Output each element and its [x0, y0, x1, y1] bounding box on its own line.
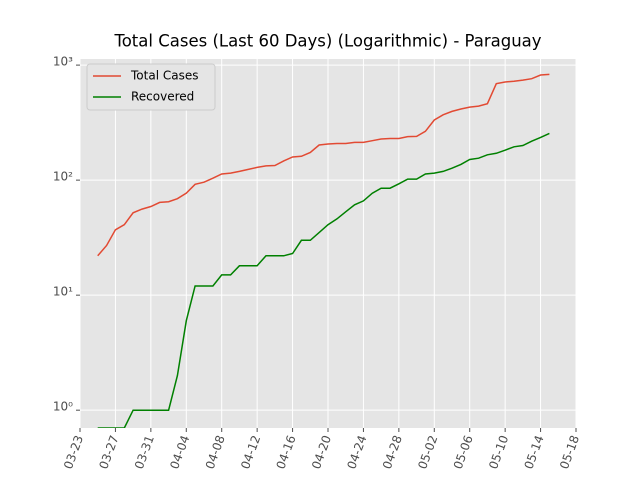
grid	[79, 59, 577, 428]
legend-label: Total Cases	[130, 69, 198, 83]
x-tick-label: 03-23	[61, 433, 86, 471]
legend: Total Cases Recovered	[86, 63, 216, 111]
x-tick-label: 05-02	[415, 433, 440, 471]
y-tick-label: 10¹	[53, 285, 73, 299]
x-tick-label: 03-31	[132, 433, 157, 471]
lines	[97, 73, 550, 428]
series-line	[97, 73, 550, 257]
y-tick-label: 10²	[53, 170, 73, 184]
series-line	[97, 132, 550, 428]
x-tick-label: 05-06	[451, 433, 476, 471]
legend-label: Recovered	[131, 90, 194, 104]
y-tick-label: 10³	[53, 55, 73, 69]
x-tick-label: 04-16	[274, 433, 299, 471]
x-tick-label: 03-27	[96, 433, 121, 471]
x-tick-label: 04-08	[203, 433, 228, 471]
x-tick-label: 05-10	[486, 433, 511, 471]
x-tick-label: 04-20	[309, 433, 334, 471]
x-tick-label: 05-14	[522, 433, 547, 471]
x-tick-label: 04-12	[238, 433, 263, 471]
y-tick-label: 10⁰	[53, 400, 73, 414]
x-tick-label: 04-28	[380, 433, 405, 471]
chart-title: Total Cases (Last 60 Days) (Logarithmic)…	[113, 32, 541, 51]
x-tick-label: 05-18	[557, 433, 582, 471]
x-tick-label: 04-24	[344, 433, 369, 471]
x-tick-label: 04-04	[167, 433, 192, 471]
